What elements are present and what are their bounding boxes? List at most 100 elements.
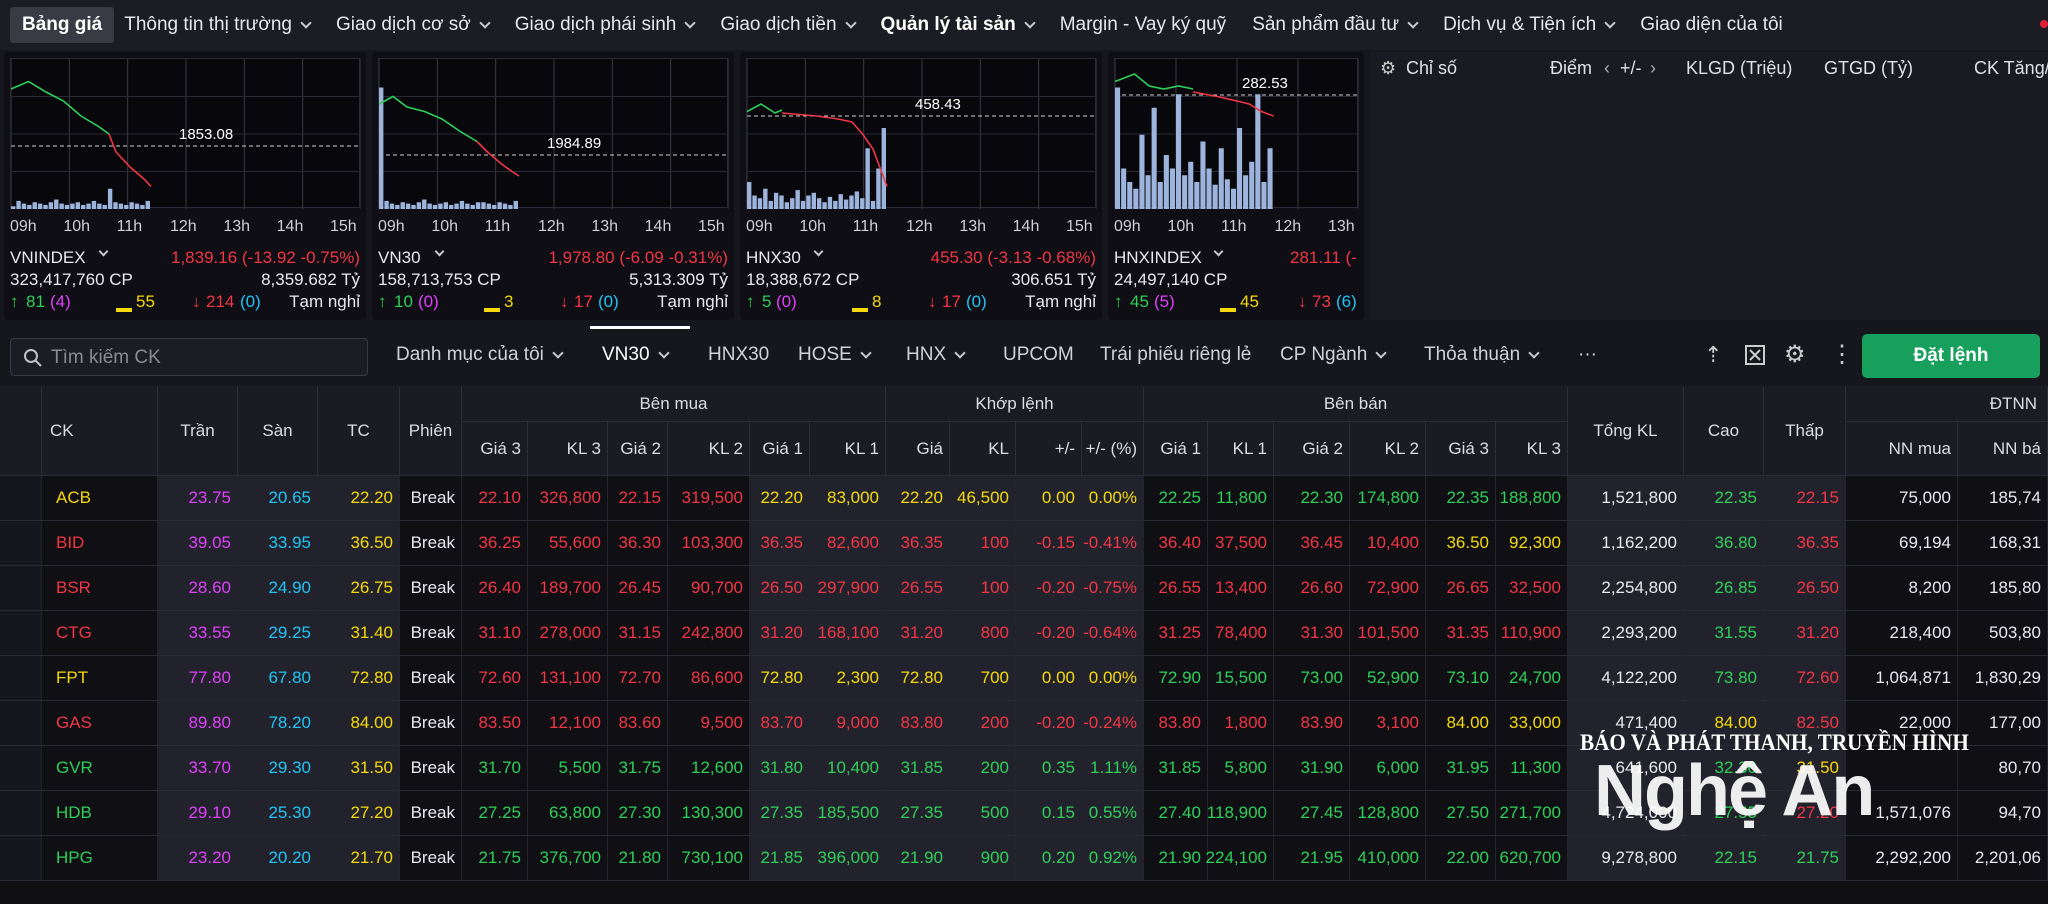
volume-bar (1115, 87, 1121, 209)
gear-icon[interactable]: ⚙ (1380, 58, 1397, 78)
stock-symbol[interactable]: GVR (42, 746, 158, 790)
index-name[interactable]: HNX30 (746, 248, 801, 267)
tab-5[interactable]: UPCOM (1003, 344, 1074, 366)
place-order-button[interactable]: Đặt lệnh (1862, 334, 2040, 378)
arrow-up-icon[interactable]: ⇡ (1704, 342, 1723, 367)
stock-symbol[interactable]: FPT (42, 656, 158, 700)
nav-item-5[interactable]: Quản lý tài sản (873, 7, 1042, 43)
time-tick: 12h (906, 218, 933, 235)
nav-item-1[interactable]: Thông tin thị trường (116, 7, 318, 43)
stock-symbol[interactable]: BSR (42, 566, 158, 610)
nav-item-label: Dịch vụ & Tiện ích (1443, 14, 1597, 35)
stock-symbol[interactable]: ACB (42, 476, 158, 520)
cell-gi-3: 22.10 (462, 476, 528, 520)
cell-gi-3: 27.25 (462, 791, 528, 835)
index-panel-vnindex[interactable]: 1853.08 09h 10h 11h 12h 13h 14h 15h VNINDEX 1,839… (4, 52, 366, 320)
chevron-down-icon (844, 16, 857, 29)
stock-symbol[interactable]: HDB (42, 791, 158, 835)
tab-8[interactable]: Thỏa thuận (1424, 344, 1540, 366)
settings-gear-icon[interactable]: ⚙ (1784, 341, 1806, 368)
tab-3[interactable]: HOSE (798, 344, 872, 366)
excel-icon[interactable] (1744, 344, 1766, 366)
table-row[interactable]: CTG 33.55 29.25 31.40 Break 31.10 278,000 31.15… (0, 611, 2048, 656)
table-row[interactable]: BID 39.05 33.95 36.50 Break 36.25 55,600 36.30 1… (0, 521, 2048, 566)
time-tick: 12h (170, 218, 197, 235)
chevron-down-icon[interactable] (813, 246, 824, 257)
tab-2[interactable]: HNX30 (708, 344, 769, 366)
cell-kl-3: 63,800 (528, 791, 608, 835)
reference-value: 282.53 (1242, 75, 1288, 92)
volume-bar (757, 198, 763, 209)
table-row[interactable]: HDB 29.10 25.30 27.20 Break 27.25 63,800 27.30 1… (0, 791, 2048, 836)
stock-symbol[interactable]: CTG (42, 611, 158, 655)
chevron-down-icon[interactable] (98, 246, 109, 257)
index-line-down (476, 140, 520, 177)
cell-tc: 84.00 (318, 701, 400, 745)
index-panel-hnx30[interactable]: 458.43 09h 10h 11h 12h 13h 14h 15h HNX30 455.30 (… (740, 52, 1102, 320)
cell-phi-n: Break (400, 746, 462, 790)
volume-bar (27, 204, 32, 209)
nav-item-2[interactable]: Giao dịch cơ sở (328, 7, 497, 43)
cell-kl-2: 52,900 (1350, 656, 1426, 700)
nav-item-4[interactable]: Giao dịch tiền (712, 7, 862, 43)
table-row[interactable]: GAS 89.80 78.20 84.00 Break 83.50 12,100 83.60 9… (0, 701, 2048, 746)
volume-bar (876, 168, 881, 209)
search-input[interactable] (51, 345, 351, 371)
index-name[interactable]: VN30 (378, 248, 421, 267)
chevron-down-icon[interactable] (1213, 246, 1224, 257)
table-row[interactable]: GVR 33.70 29.30 31.50 Break 31.70 5,500 31.75 12… (0, 746, 2048, 791)
nav-item-0[interactable]: Bảng giá (10, 7, 115, 43)
table-row[interactable]: HPG 23.20 20.20 21.70 Break 21.75 376,700 21.80… (0, 836, 2048, 881)
tab-7[interactable]: CP Ngành (1280, 344, 1387, 366)
column-header: KL 3 (528, 422, 608, 476)
stock-symbol[interactable]: BID (42, 521, 158, 565)
volume-bar (1163, 155, 1169, 209)
cell-gi-2: 31.15 (608, 611, 668, 655)
column-header: Giá 3 (462, 422, 528, 476)
volume-bar (486, 203, 492, 209)
cell--: -0.41% (1082, 521, 1144, 565)
cell-gi-2: 31.75 (608, 746, 668, 790)
table-row[interactable]: BSR 28.60 24.90 26.75 Break 26.40 189,700 26.45… (0, 566, 2048, 611)
tab-9[interactable]: ··· (1578, 344, 1597, 366)
index-name[interactable]: HNXINDEX (1114, 248, 1202, 267)
tab-6[interactable]: Trái phiếu riêng lẻ (1100, 344, 1251, 366)
volume-bar (1267, 148, 1273, 209)
search-box[interactable] (10, 338, 368, 376)
index-chart: 1853.08 (10, 58, 362, 209)
table-row[interactable]: FPT 77.80 67.80 72.80 Break 72.60 131,100 72.70… (0, 656, 2048, 701)
chevron-right-icon[interactable]: › (1650, 58, 1656, 78)
volume-bar (1218, 148, 1224, 209)
nav-item-3[interactable]: Giao dịch phái sinh (507, 7, 703, 43)
stock-symbol[interactable]: GAS (42, 701, 158, 745)
table-row[interactable]: ACB 23.75 20.65 22.20 Break 22.10 326,800 22.15… (0, 476, 2048, 521)
cell-kl-2: 410,000 (1350, 836, 1426, 880)
index-name[interactable]: VNINDEX (10, 248, 86, 267)
volume-bar (1194, 182, 1200, 209)
column-header (0, 386, 42, 476)
chevron-left-icon[interactable]: ‹ (1604, 58, 1610, 78)
cell-gi-1: 21.85 (750, 836, 810, 880)
volume-bar (432, 204, 438, 209)
cell-gi-1: 31.85 (1144, 746, 1208, 790)
tab-1[interactable]: VN30 (602, 344, 670, 366)
stock-symbol[interactable]: HPG (42, 836, 158, 880)
index-panel-hnxindex[interactable]: 282.53 09h 10h 11h 12h 13h HNXINDEX 281.11 (- 24… (1108, 52, 1364, 320)
index-panel-vn30[interactable]: 1984.89 09h 10h 11h 12h 13h 14h 15h VN30 1,978.80… (372, 52, 734, 320)
time-tick: 11h (1221, 218, 1247, 235)
nav-item-8[interactable]: Dịch vụ & Tiện ích (1435, 7, 1622, 43)
nav-item-7[interactable]: Sản phẩm đầu tư (1244, 7, 1425, 43)
tab-label: UPCOM (1003, 344, 1074, 365)
tab-4[interactable]: HNX (906, 344, 966, 366)
floor-count: (0) (598, 292, 619, 311)
chevron-down-icon[interactable] (434, 246, 445, 257)
tab-0[interactable]: Danh mục của tôi (396, 344, 564, 366)
volume-bar (438, 203, 443, 209)
cell-tc: 72.80 (318, 656, 400, 700)
nav-item-6[interactable]: Margin - Vay ký quỹ (1052, 7, 1234, 43)
index-chart-svg (378, 59, 730, 209)
nav-item-9[interactable]: Giao diện của tôi (1632, 7, 1791, 43)
column-header: Giá (886, 422, 950, 476)
volume-bar (752, 195, 757, 209)
more-vertical-icon[interactable]: ⋮ (1830, 341, 1854, 368)
